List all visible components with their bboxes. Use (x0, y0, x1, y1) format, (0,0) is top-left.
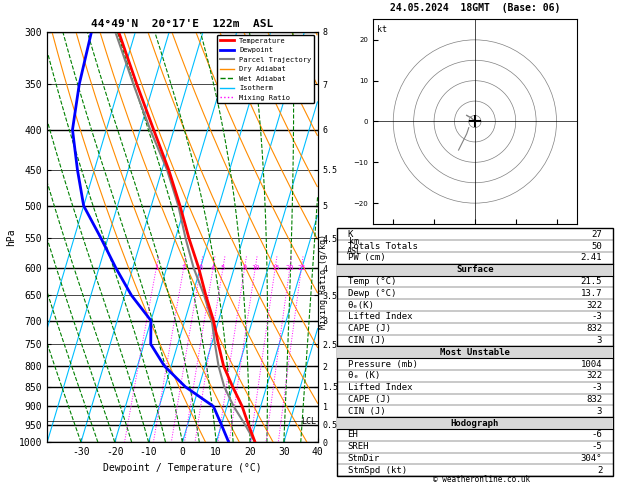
Text: θₑ(K): θₑ(K) (348, 301, 374, 310)
Text: Dewp (°C): Dewp (°C) (348, 289, 396, 298)
Text: 25: 25 (297, 265, 306, 271)
Text: StmDir: StmDir (348, 454, 380, 463)
Text: 8: 8 (243, 265, 247, 271)
Text: 2: 2 (597, 466, 602, 475)
Legend: Temperature, Dewpoint, Parcel Trajectory, Dry Adiabat, Wet Adiabat, Isotherm, Mi: Temperature, Dewpoint, Parcel Trajectory… (217, 35, 314, 104)
Text: © weatheronline.co.uk: © weatheronline.co.uk (433, 474, 530, 484)
Text: -3: -3 (591, 312, 602, 321)
Text: 1: 1 (154, 265, 159, 271)
Text: EH: EH (348, 431, 359, 439)
Title: 24.05.2024  18GMT  (Base: 06): 24.05.2024 18GMT (Base: 06) (390, 3, 560, 13)
Title: 44°49'N  20°17'E  122m  ASL: 44°49'N 20°17'E 122m ASL (91, 19, 274, 30)
Y-axis label: hPa: hPa (6, 228, 16, 246)
Text: 322: 322 (586, 301, 602, 310)
Text: 3: 3 (597, 407, 602, 416)
Text: K: K (348, 230, 353, 239)
Text: Pressure (mb): Pressure (mb) (348, 360, 418, 369)
Text: 13.7: 13.7 (581, 289, 602, 298)
Text: 1004: 1004 (581, 360, 602, 369)
Text: -3: -3 (591, 383, 602, 392)
Text: CAPE (J): CAPE (J) (348, 324, 391, 333)
Text: 832: 832 (586, 395, 602, 404)
Text: CIN (J): CIN (J) (348, 407, 385, 416)
Text: Totals Totals: Totals Totals (348, 242, 418, 251)
Text: 50: 50 (591, 242, 602, 251)
Text: CAPE (J): CAPE (J) (348, 395, 391, 404)
Text: Lifted Index: Lifted Index (348, 312, 412, 321)
Bar (337, 347, 613, 358)
Text: 5: 5 (221, 265, 225, 271)
Text: 322: 322 (586, 371, 602, 381)
Text: -6: -6 (591, 431, 602, 439)
Text: Mixing Ratio (g/kg): Mixing Ratio (g/kg) (320, 234, 328, 330)
Text: Temp (°C): Temp (°C) (348, 277, 396, 286)
Text: 2: 2 (182, 265, 186, 271)
Text: kt: kt (377, 25, 387, 34)
Text: 304°: 304° (581, 454, 602, 463)
Text: 10: 10 (251, 265, 260, 271)
Text: θₑ (K): θₑ (K) (348, 371, 380, 381)
Text: 3: 3 (597, 336, 602, 345)
Text: 3: 3 (199, 265, 203, 271)
Y-axis label: km
ASL: km ASL (347, 237, 362, 256)
Text: 2.41: 2.41 (581, 253, 602, 262)
Text: 21.5: 21.5 (581, 277, 602, 286)
Text: 4: 4 (211, 265, 215, 271)
Text: PW (cm): PW (cm) (348, 253, 385, 262)
Text: 15: 15 (271, 265, 279, 271)
Text: LCL: LCL (301, 417, 316, 426)
Text: SREH: SREH (348, 442, 369, 451)
Text: Most Unstable: Most Unstable (440, 348, 510, 357)
Bar (337, 264, 613, 276)
Text: Hodograph: Hodograph (451, 418, 499, 428)
Text: 27: 27 (591, 230, 602, 239)
Text: 832: 832 (586, 324, 602, 333)
X-axis label: Dewpoint / Temperature (°C): Dewpoint / Temperature (°C) (103, 463, 262, 473)
Text: Lifted Index: Lifted Index (348, 383, 412, 392)
Bar (337, 417, 613, 429)
Text: Surface: Surface (456, 265, 494, 274)
Text: CIN (J): CIN (J) (348, 336, 385, 345)
Text: 20: 20 (286, 265, 294, 271)
Text: StmSpd (kt): StmSpd (kt) (348, 466, 407, 475)
Text: -5: -5 (591, 442, 602, 451)
